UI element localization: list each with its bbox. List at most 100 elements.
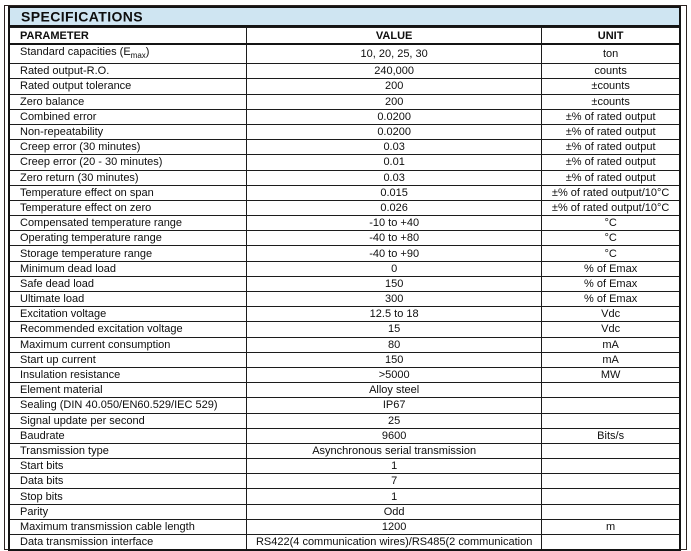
value-cell: 300 bbox=[246, 290, 543, 308]
table-row: Storage temperature range -40 to +90 °C bbox=[8, 245, 681, 262]
param-cell: Element material bbox=[8, 382, 248, 399]
param-cell: Parity bbox=[8, 503, 248, 520]
table-title: SPECIFICATIONS bbox=[21, 8, 144, 24]
unit-cell: ±% of rated output bbox=[541, 139, 681, 156]
param-cell: Temperature effect on span bbox=[8, 184, 248, 201]
unit-cell: °C bbox=[541, 215, 681, 232]
table-row: Start up current 150 mA bbox=[8, 351, 681, 368]
unit-cell: ±% of rated output bbox=[541, 169, 681, 186]
unit-cell bbox=[541, 488, 681, 505]
table-row: Parity Odd bbox=[8, 503, 681, 520]
table-row: Sealing (DIN 40.050/EN60.529/IEC 529) IP6… bbox=[8, 397, 681, 414]
value-cell: Alloy steel bbox=[246, 382, 543, 399]
value-cell: 0.0200 bbox=[246, 123, 543, 141]
unit-cell: ±% of rated output bbox=[541, 154, 681, 171]
value-cell: 1200 bbox=[246, 518, 543, 536]
table-row: Baudrate 9600 Bits/s bbox=[8, 427, 681, 444]
table-row: Rated output-R.O. 240,000 counts bbox=[8, 63, 681, 80]
value-cell: 25 bbox=[246, 412, 543, 429]
unit-cell: °C bbox=[541, 230, 681, 247]
unit-cell: mA bbox=[541, 336, 681, 353]
unit-cell: °C bbox=[541, 245, 681, 262]
param-cell: Creep error (30 minutes) bbox=[8, 139, 248, 156]
value-cell: 12.5 to 18 bbox=[246, 306, 543, 323]
param-cell: Maximum current consumption bbox=[8, 336, 248, 353]
unit-cell: counts bbox=[541, 63, 681, 80]
param-cell: Storage temperature range bbox=[8, 245, 248, 262]
header-row: PARAMETER VALUE UNIT bbox=[8, 27, 681, 45]
param-cell: Baudrate bbox=[8, 427, 248, 444]
param-cell: Creep error (20 - 30 minutes) bbox=[8, 154, 248, 171]
table-row: Transmission type Asynchronous serial tra… bbox=[8, 442, 681, 460]
value-cell: 200 bbox=[246, 93, 543, 110]
value-cell: 7 bbox=[246, 473, 543, 490]
value-cell: >5000 bbox=[246, 366, 543, 384]
unit-cell: % of Emax bbox=[541, 290, 681, 308]
param-cell: Zero return (30 minutes) bbox=[8, 169, 248, 186]
param-cell: Stop bits bbox=[8, 488, 248, 505]
param-cell: Insulation resistance bbox=[8, 366, 248, 384]
table-row: Signal update per second 25 bbox=[8, 412, 681, 429]
table-row: Zero return (30 minutes) 0.03 ±% of rated … bbox=[8, 169, 681, 186]
table-row: Non-repeatability 0.0200 ±% of rated outpu… bbox=[8, 123, 681, 141]
unit-cell: Bits/s bbox=[541, 427, 681, 444]
param-cell: Start up current bbox=[8, 351, 248, 368]
param-cell: Temperature effect on zero bbox=[8, 199, 248, 217]
value-cell: 0.015 bbox=[246, 184, 543, 201]
param-cell: Rated output-R.O. bbox=[8, 63, 248, 80]
param-cell: Start bits bbox=[8, 458, 248, 475]
table-row: Operating temperature range -40 to +80 °C bbox=[8, 230, 681, 247]
value-cell: 150 bbox=[246, 275, 543, 293]
unit-cell bbox=[541, 382, 681, 399]
table-row: Recommended excitation voltage 15 Vdc bbox=[8, 321, 681, 338]
table-row: Element material Alloy steel bbox=[8, 382, 681, 399]
table-row: Maximum transmission cable length 1200 m bbox=[8, 518, 681, 536]
value-cell: 1 bbox=[246, 488, 543, 505]
param-cell: Operating temperature range bbox=[8, 230, 248, 247]
value-cell: 0.026 bbox=[246, 199, 543, 217]
param-cell: Standard capacities (Emax) bbox=[8, 43, 248, 65]
param-cell: Excitation voltage bbox=[8, 306, 248, 323]
value-cell: -10 to +40 bbox=[246, 215, 543, 232]
specifications-section: SPECIFICATIONS PARAMETER VALUE UNIT Stan… bbox=[8, 6, 681, 551]
unit-cell bbox=[541, 397, 681, 414]
param-cell: Minimum dead load bbox=[8, 260, 248, 277]
table-row: Stop bits 1 bbox=[8, 488, 681, 505]
unit-cell bbox=[541, 473, 681, 490]
unit-cell bbox=[541, 534, 681, 551]
unit-cell: Vdc bbox=[541, 306, 681, 323]
unit-cell: Vdc bbox=[541, 321, 681, 338]
unit-cell: m bbox=[541, 518, 681, 536]
table-row: Data bits 7 bbox=[8, 473, 681, 490]
value-cell: IP67 bbox=[246, 397, 543, 414]
value-cell: 80 bbox=[246, 336, 543, 353]
unit-cell bbox=[541, 442, 681, 460]
value-cell: 0 bbox=[246, 260, 543, 277]
table-row: Standard capacities (Emax) 10, 20, 25, 30… bbox=[8, 43, 681, 65]
value-cell: -40 to +90 bbox=[246, 245, 543, 262]
param-cell: Combined error bbox=[8, 108, 248, 125]
table-row: Start bits 1 bbox=[8, 458, 681, 475]
value-cell: 240,000 bbox=[246, 63, 543, 80]
param-cell: Rated output tolerance bbox=[8, 78, 248, 95]
table-row: Minimum dead load 0% of Emax bbox=[8, 260, 681, 277]
param-cell: Transmission type bbox=[8, 442, 248, 460]
column-header-value: VALUE bbox=[246, 27, 543, 45]
param-cell: Non-repeatability bbox=[8, 123, 248, 141]
unit-cell bbox=[541, 412, 681, 429]
unit-cell: % of Emax bbox=[541, 260, 681, 277]
param-cell: Sealing (DIN 40.050/EN60.529/IEC 529) bbox=[8, 397, 248, 414]
param-cell: Data bits bbox=[8, 473, 248, 490]
unit-cell: ±counts bbox=[541, 78, 681, 95]
value-cell: RS422(4 communication wires)/RS485(2 com… bbox=[246, 534, 543, 551]
value-cell: 150 bbox=[246, 351, 543, 368]
table-row: Data transmission interface RS422(4 commu… bbox=[8, 534, 681, 551]
value-cell: Odd bbox=[246, 503, 543, 520]
specifications-table: PARAMETER VALUE UNIT Standard capacities… bbox=[8, 27, 681, 551]
column-header-parameter: PARAMETER bbox=[8, 27, 248, 45]
table-row: Rated output tolerance 200 ±counts bbox=[8, 78, 681, 95]
param-cell: Compensated temperature range bbox=[8, 215, 248, 232]
table-row: Creep error (30 minutes) 0.03 ±% of rated … bbox=[8, 139, 681, 156]
table-row: Zero balance 200 ±counts bbox=[8, 93, 681, 110]
unit-cell bbox=[541, 503, 681, 520]
